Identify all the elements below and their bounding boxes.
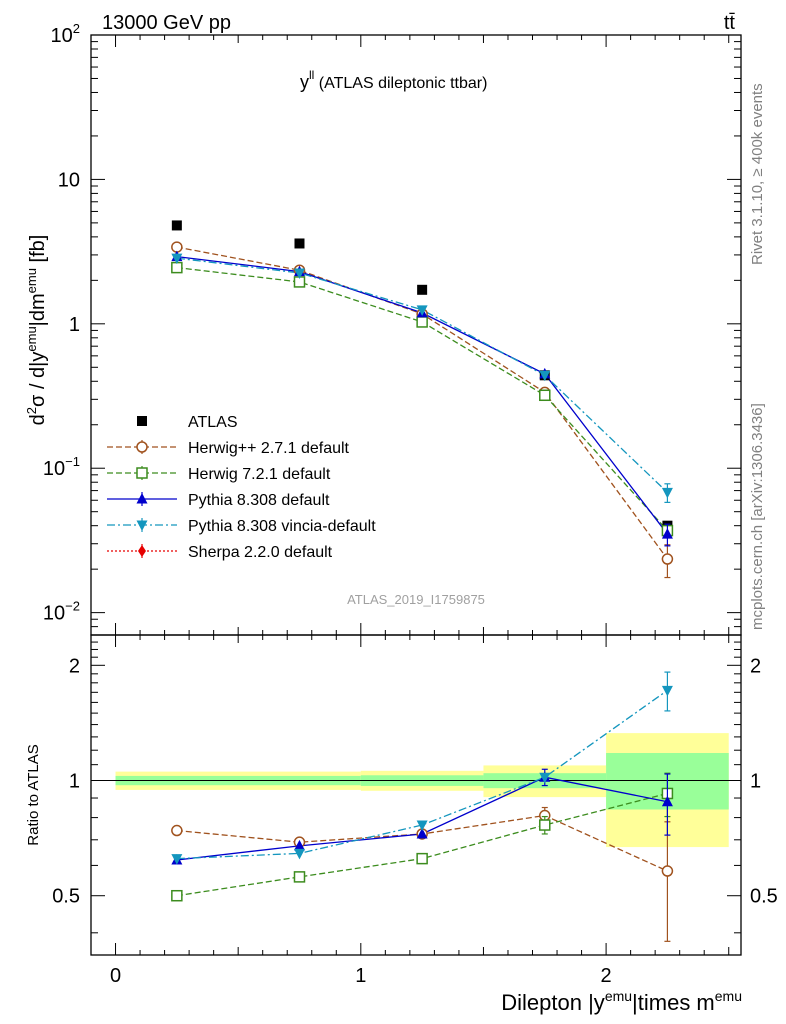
ratio-point-herwig7-0 — [171, 889, 183, 902]
ratio-y-tick-label-left-0: 0.5 — [52, 886, 80, 908]
ratio-point-herwigpp-4 — [661, 865, 674, 877]
main-point-herwigpp-0 — [171, 241, 183, 253]
legend-label-herwigpp: Herwig++ 2.7.1 default — [188, 440, 350, 457]
plot-frames — [90, 34, 742, 956]
main-point-atlas-1 — [294, 238, 305, 249]
x-axis-label: Dilepton |yemu|times memu — [501, 988, 742, 1015]
legend-label-herwig7: Herwig 7.2.1 default — [188, 466, 331, 483]
ratio-point-pythia-2 — [416, 827, 428, 839]
legend-label-pythia: Pythia 8.308 default — [188, 492, 330, 509]
legend: ATLAS Herwig++ 2.7.1 default Herwig 7.2.1 … — [107, 414, 376, 561]
x-tick-label-0: 0 — [110, 965, 121, 987]
main-point-vincia-4 — [661, 487, 673, 499]
watermark-label: ATLAS_2019_I1759875 — [347, 592, 485, 607]
ratio-line-herwig7 — [176, 792, 668, 897]
ratio-point-vincia-0 — [171, 854, 183, 865]
ratio-line-vincia — [176, 689, 668, 860]
rivet-label: Rivet 3.1.10, ≥ 400k events — [749, 83, 766, 265]
ratio-point-vincia-4 — [661, 685, 673, 697]
legend-marker-pythia — [136, 493, 148, 504]
ratio-plot-frame — [90, 634, 742, 956]
legend-marker-sherpa — [138, 545, 146, 557]
ratio-point-vincia-3 — [539, 772, 551, 784]
ratio-point-pythia-1 — [293, 839, 305, 851]
main-point-atlas-2 — [417, 284, 428, 295]
main-series-markers — [171, 220, 674, 579]
main-point-vincia-2 — [416, 305, 428, 316]
ratio-y-tick-label-right-1: 1 — [750, 771, 761, 793]
ratio-y-tick-label-left-1: 1 — [69, 771, 80, 793]
main-point-vincia-1 — [293, 268, 305, 279]
axis-tick-labels: 102 10 1 10−1 10−2 0.5 0.5 1 1 2 2 0 1 2 — [43, 21, 778, 987]
main-y-tick-label-1: 10 — [58, 169, 80, 191]
ratio-uncertainty-bands — [91, 733, 741, 848]
main-point-herwig7-3 — [539, 389, 551, 402]
legend-marker-vincia — [136, 520, 148, 531]
ratio-point-herwig7-2 — [416, 852, 428, 865]
ratio-y-axis-label: Ratio to ATLAS — [25, 744, 42, 845]
main-y-axis-label: d2σ / d|yemu|dmemu [fb] — [24, 235, 49, 426]
process-label: tt̄ — [724, 12, 736, 34]
main-point-vincia-0 — [171, 253, 183, 265]
main-point-atlas-0 — [171, 220, 182, 231]
axis-ticks — [91, 34, 741, 955]
chart-title: yll (ATLAS dileptonic ttbar) — [300, 68, 487, 92]
ratio-point-pythia-4 — [661, 795, 673, 807]
x-tick-label-2: 2 — [601, 965, 612, 987]
ratio-point-herwig7-1 — [293, 871, 306, 883]
main-point-herwig7-2 — [416, 316, 428, 328]
legend-label-atlas: ATLAS — [188, 414, 238, 431]
legend-label-sherpa: Sherpa 2.2.0 default — [188, 544, 333, 561]
ratio-y-tick-label-left-2: 2 — [69, 655, 80, 677]
ratio-series-markers — [171, 671, 674, 942]
legend-marker-herwig7 — [136, 467, 148, 479]
ratio-y-tick-label-right-2: 2 — [750, 655, 761, 677]
main-y-tick-label-4: 10−2 — [43, 599, 80, 625]
x-tick-label-1: 1 — [355, 965, 366, 987]
ratio-point-herwig7-3 — [539, 819, 551, 831]
legend-marker-herwigpp — [136, 441, 148, 453]
main-y-tick-label-0: 102 — [51, 21, 80, 47]
main-point-vincia-3 — [539, 370, 551, 382]
main-point-herwigpp-4 — [661, 553, 674, 565]
legend-marker-atlas — [137, 416, 147, 426]
mcplots-label: mcplots.cern.ch [arXiv:1306.3436] — [749, 403, 766, 630]
energy-label: 13000 GeV pp — [102, 12, 231, 34]
main-y-tick-label-3: 10−1 — [43, 454, 80, 480]
ratio-point-vincia-1 — [293, 848, 305, 860]
legend-label-vincia: Pythia 8.308 vincia-default — [188, 518, 376, 535]
main-y-tick-label-2: 1 — [69, 314, 80, 336]
ratio-point-vincia-2 — [416, 820, 428, 832]
ratio-y-tick-label-right-0: 0.5 — [750, 886, 778, 908]
ratio-point-herwigpp-0 — [171, 824, 183, 837]
main-point-pythia-4 — [661, 528, 673, 539]
